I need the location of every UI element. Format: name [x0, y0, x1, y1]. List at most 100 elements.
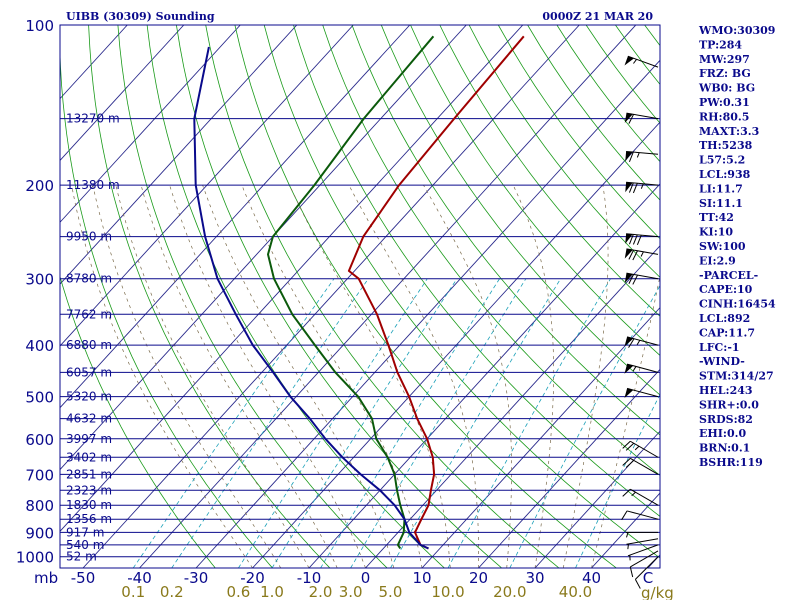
index-line: LCL:892 — [699, 312, 750, 325]
wind-barb-staff — [626, 510, 659, 520]
series-temperature-line — [347, 35, 525, 550]
wind-barb — [624, 272, 659, 285]
wind-barb-staff — [626, 387, 659, 398]
dry-adiabat — [60, 41, 273, 568]
index-line: LCL:938 — [699, 168, 751, 181]
wind-barb-half-flag — [626, 532, 629, 538]
wind-barb-half-flag — [633, 59, 637, 64]
pressure-tick-label: 900 — [25, 524, 54, 542]
temperature-tick-label: -40 — [127, 569, 152, 587]
pressure-tick-label: 800 — [25, 497, 54, 515]
dry-adiabat — [205, 25, 560, 568]
index-line: CINH:16454 — [699, 298, 776, 311]
index-line: SRDS:82 — [699, 413, 753, 426]
index-line: SHR+:0.0 — [699, 398, 759, 411]
index-line: BSHR:119 — [699, 456, 763, 469]
wind-barb-flag — [632, 183, 638, 194]
dry-adiabat — [146, 25, 445, 568]
isotherm — [365, 245, 660, 568]
index-line: TT:42 — [699, 211, 734, 224]
wind-barb-pennant — [624, 248, 633, 259]
wind-barb-flag — [628, 234, 634, 245]
moist-adiabat — [241, 184, 423, 568]
dry-adiabat — [293, 25, 660, 517]
pressure-tick-label: 200 — [25, 177, 54, 195]
mixing-ratio-label: 40.0 — [559, 583, 592, 600]
wind-barb-half-flag — [634, 445, 640, 451]
mixing-ratio-label: 1.0 — [260, 583, 284, 600]
wind-barb — [621, 510, 659, 521]
mixing-ratio-label: 2.0 — [309, 583, 333, 600]
wind-barb-staff — [627, 55, 659, 68]
moist-adiabat — [202, 184, 395, 568]
index-line: TP:284 — [699, 38, 742, 51]
wind-barb — [624, 248, 659, 261]
temperature-tick-label: 40 — [582, 569, 601, 587]
wind-barb-pennant — [624, 388, 634, 399]
dry-adiabats — [60, 25, 660, 568]
moist-adiabats — [71, 184, 660, 568]
temperature-tick-label: 20 — [469, 569, 488, 587]
temperature-tick-labels: -50 -40 -30 -20 -10 0 10 20 30 40 C — [71, 569, 653, 587]
wind-barb — [624, 363, 659, 374]
height-label: 3402 m — [66, 450, 112, 464]
wind-barb-staff — [630, 488, 659, 506]
index-line: PW:0.31 — [699, 96, 750, 109]
index-line: MAXT:3.3 — [699, 125, 759, 138]
wind-barb-pennant — [625, 233, 633, 244]
wind-barb-flag — [632, 274, 638, 285]
index-line: -PARCEL- — [699, 269, 758, 282]
moist-adiabat — [348, 184, 479, 568]
wind-barb-half-flag — [631, 491, 636, 497]
dry-adiabat — [468, 25, 660, 278]
mixing-ratio-label: 3.0 — [339, 583, 363, 600]
index-line: SI:11.1 — [699, 197, 743, 210]
wind-barb — [624, 387, 659, 399]
wind-barb-staff — [626, 272, 659, 280]
wind-barb-flag — [622, 488, 631, 497]
dry-adiabat — [380, 25, 660, 396]
isotherm — [60, 25, 354, 347]
height-label: 1356 m — [66, 512, 112, 526]
mixing-ratio-line — [447, 278, 611, 568]
isotherm — [60, 25, 411, 409]
wind-barb-flag — [634, 579, 641, 589]
wind-barb-flag — [628, 338, 635, 348]
index-line: WB0: BG — [698, 82, 755, 95]
temperature-tick-label: -10 — [297, 569, 322, 587]
temperature-tick-label: 10 — [412, 569, 431, 587]
height-label: 540 m — [66, 538, 104, 552]
wind-barb-staff — [627, 544, 659, 557]
wind-barb-staff — [630, 457, 659, 475]
mixing-ratio-labels: 0.1 0.2 0.6 1.0 2.0 3.0 5.0 10.0 20.0 40.0 — [121, 583, 592, 600]
wind-barb — [629, 550, 659, 578]
wind-barb-half-flag — [640, 183, 644, 189]
height-label: 2851 m — [66, 467, 112, 481]
mixing-ratio-line — [320, 278, 500, 568]
height-label: 6057 m — [66, 365, 112, 379]
temperature-tick-label: 0 — [361, 569, 371, 587]
index-line: CAP:11.7 — [699, 326, 755, 339]
dry-adiabat — [322, 25, 660, 476]
wind-barb — [626, 538, 659, 550]
wind-barb-flag — [628, 151, 634, 162]
wind-barb-flag — [625, 460, 635, 468]
temperature-tick-label: C — [643, 569, 653, 587]
isotherm — [60, 25, 241, 223]
mixing-ratio-label: 5.0 — [379, 583, 403, 600]
wind-barb — [624, 112, 659, 124]
height-label: 7762 m — [66, 307, 112, 321]
index-line: HEL:243 — [699, 384, 753, 397]
wind-barb-staff — [626, 181, 659, 186]
temperature-tick-label: 30 — [525, 569, 544, 587]
wind-barb — [625, 233, 659, 246]
pressure-tick-label: 400 — [25, 337, 54, 355]
wind-barb-flag — [632, 250, 638, 261]
chart-title: UIBB (30309) Sounding — [66, 10, 215, 23]
wind-barb-flag — [629, 566, 634, 578]
isotherm — [195, 59, 660, 568]
index-line: TH:5238 — [699, 139, 753, 152]
index-line: -WIND- — [699, 355, 745, 368]
isotherm — [478, 368, 660, 568]
wind-barb-staff — [635, 556, 659, 580]
